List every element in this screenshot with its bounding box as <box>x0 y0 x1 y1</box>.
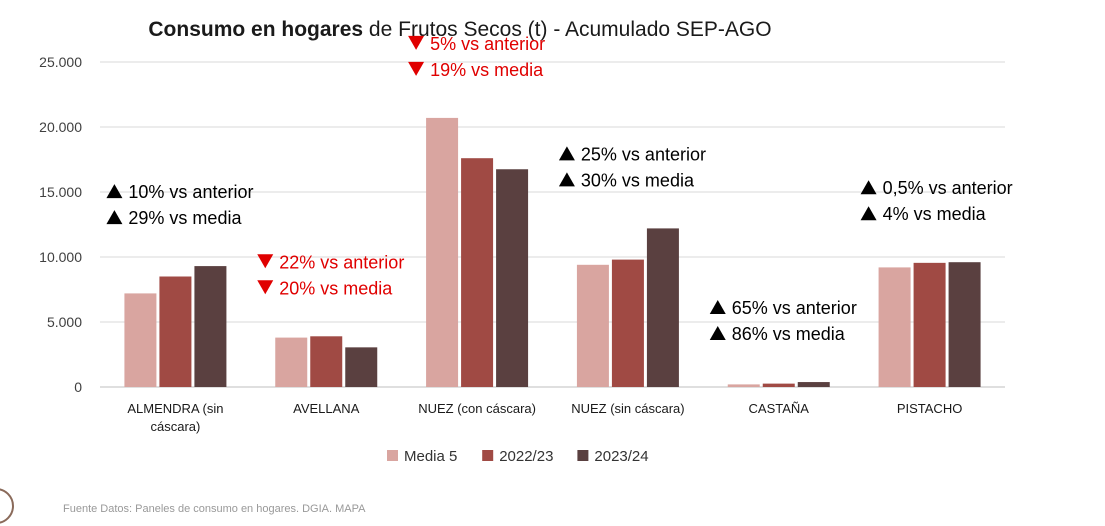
triangle-up-icon <box>558 172 575 187</box>
chart-title-rest: de Frutos Secos (t) - Acumulado SEP-AGO <box>363 18 772 41</box>
triangle-up-icon <box>860 206 877 221</box>
chart-title: Consumo en hogares de Frutos Secos (t) -… <box>0 18 920 42</box>
category-label: ALMENDRA (sin <box>127 401 223 416</box>
annotation-text: 5% vs anterior <box>430 34 545 54</box>
bar <box>426 117 459 388</box>
bar <box>124 293 157 387</box>
triangle-down-icon <box>408 35 425 50</box>
legend-swatch <box>577 450 589 461</box>
y-tick-label: 25.000 <box>39 54 82 70</box>
y-tick-label: 5.000 <box>47 314 82 330</box>
annotation-text: 10% vs anterior <box>128 182 253 202</box>
y-tick-label: 15.000 <box>39 184 82 200</box>
legend-swatch <box>482 450 494 461</box>
triangle-up-icon <box>860 180 877 195</box>
category-label: AVELLANA <box>293 401 360 416</box>
triangle-up-icon <box>558 146 575 161</box>
y-axis: 0 5.000 10.000 15.000 20.000 25.000 <box>39 54 82 395</box>
annotation-text: 29% vs media <box>128 208 242 228</box>
annotation-text: 30% vs media <box>581 170 695 190</box>
y-tick-label: 20.000 <box>39 119 82 135</box>
bar <box>576 264 609 387</box>
triangle-up-icon <box>709 300 726 315</box>
y-tick-label: 0 <box>74 379 82 395</box>
chart-title-bold: Consumo en hogares <box>148 18 364 41</box>
bar <box>762 383 795 387</box>
annotation-text: 22% vs anterior <box>279 252 404 272</box>
bar <box>461 158 494 387</box>
category-label: CASTAÑA <box>749 401 810 416</box>
triangle-up-icon <box>106 184 123 199</box>
bar <box>275 337 308 387</box>
annotation-text: 19% vs media <box>430 60 544 80</box>
bar <box>913 262 946 387</box>
category-label: cáscara) <box>150 419 200 434</box>
bar <box>159 276 192 387</box>
triangle-up-icon <box>709 326 726 341</box>
category-label: PISTACHO <box>897 401 963 416</box>
legend-label: 2022/23 <box>499 448 553 465</box>
category-label: NUEZ (con cáscara) <box>418 401 536 416</box>
annotation-text: 4% vs media <box>883 204 987 224</box>
source-note: Fuente Datos: Paneles de consumo en hoga… <box>63 503 366 515</box>
bar <box>646 228 679 387</box>
annotation-text: 0,5% vs anterior <box>883 178 1013 198</box>
bar <box>948 262 981 387</box>
legend-swatch <box>387 450 398 461</box>
triangle-down-icon <box>408 61 425 76</box>
legend-label: Media 5 <box>404 448 457 465</box>
bar <box>878 267 911 387</box>
annotation-text: 65% vs anterior <box>732 298 857 318</box>
bars <box>124 117 981 388</box>
annotations: 10% vs anterior 29% vs media 22% vs anteri… <box>106 34 1013 344</box>
grid-lines <box>100 61 1005 388</box>
annotation-text: 20% vs media <box>279 278 393 298</box>
category-labels: ALMENDRA (sin cáscara) AVELLANA NUEZ (con c… <box>127 401 962 434</box>
bar <box>496 169 529 387</box>
bar <box>611 259 644 387</box>
bar <box>727 384 760 387</box>
triangle-down-icon <box>257 254 274 269</box>
triangle-down-icon <box>257 280 274 295</box>
category-label: NUEZ (sin cáscara) <box>571 401 684 416</box>
bar <box>797 382 830 387</box>
annotation-text: 25% vs anterior <box>581 144 706 164</box>
bar <box>345 347 378 387</box>
legend-label: 2023/24 <box>594 448 648 465</box>
legend: Media 5 2022/23 2023/24 <box>387 448 649 465</box>
bar <box>194 266 227 387</box>
triangle-up-icon <box>106 210 123 225</box>
y-tick-label: 10.000 <box>39 249 82 265</box>
bar <box>310 336 343 387</box>
annotation-text: 86% vs media <box>732 324 846 344</box>
